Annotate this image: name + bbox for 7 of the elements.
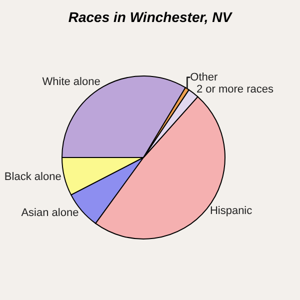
slice-label: White alone xyxy=(42,76,100,88)
slice-label: Black alone xyxy=(4,171,62,184)
slice-label: 2 or more races xyxy=(196,83,274,96)
slice-label: Hispanic xyxy=(210,205,253,218)
chart-title: Races in Winchester, NV xyxy=(68,8,234,25)
slice-label: Asian alone xyxy=(21,207,79,220)
slice-label: Other xyxy=(190,71,218,84)
